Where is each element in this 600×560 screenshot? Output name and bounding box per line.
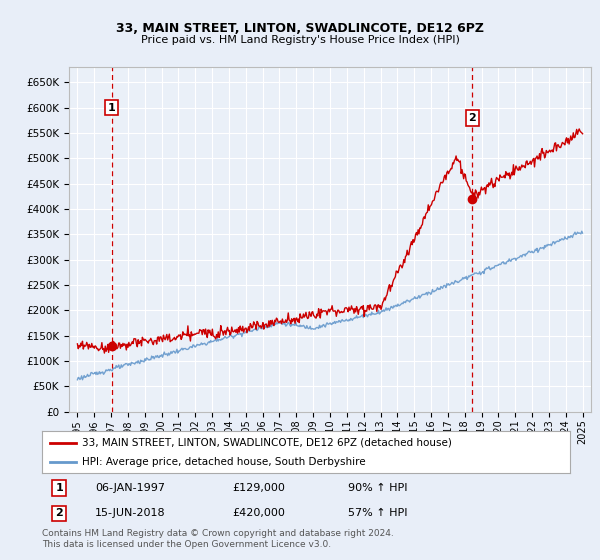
- Text: 33, MAIN STREET, LINTON, SWADLINCOTE, DE12 6PZ: 33, MAIN STREET, LINTON, SWADLINCOTE, DE…: [116, 22, 484, 35]
- Text: Contains HM Land Registry data © Crown copyright and database right 2024.
This d: Contains HM Land Registry data © Crown c…: [42, 529, 394, 549]
- Text: 57% ↑ HPI: 57% ↑ HPI: [348, 508, 408, 519]
- Text: 2: 2: [469, 113, 476, 123]
- Text: 2: 2: [55, 508, 63, 519]
- Text: £129,000: £129,000: [232, 483, 285, 493]
- Text: 1: 1: [55, 483, 63, 493]
- Text: HPI: Average price, detached house, South Derbyshire: HPI: Average price, detached house, Sout…: [82, 457, 365, 467]
- Text: 33, MAIN STREET, LINTON, SWADLINCOTE, DE12 6PZ (detached house): 33, MAIN STREET, LINTON, SWADLINCOTE, DE…: [82, 437, 451, 447]
- Text: 1: 1: [108, 102, 115, 113]
- Text: Price paid vs. HM Land Registry's House Price Index (HPI): Price paid vs. HM Land Registry's House …: [140, 35, 460, 45]
- Text: 90% ↑ HPI: 90% ↑ HPI: [348, 483, 408, 493]
- Text: £420,000: £420,000: [232, 508, 285, 519]
- Text: 06-JAN-1997: 06-JAN-1997: [95, 483, 165, 493]
- Text: 15-JUN-2018: 15-JUN-2018: [95, 508, 166, 519]
